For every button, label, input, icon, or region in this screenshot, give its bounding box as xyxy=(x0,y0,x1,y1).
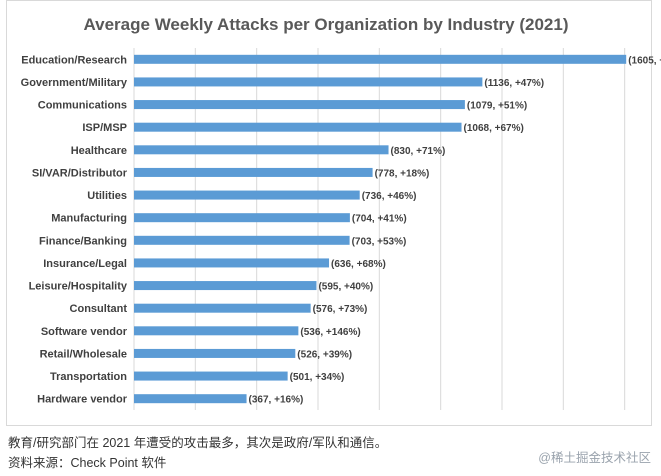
category-label: Healthcare xyxy=(71,145,127,157)
bar xyxy=(134,213,350,223)
bar-chart: Average Weekly Attacks per Organization … xyxy=(21,15,661,410)
data-label: (1136, +47%) xyxy=(484,78,544,89)
category-label: Utilities xyxy=(87,190,127,202)
category-label: Communications xyxy=(38,100,127,112)
bar xyxy=(134,54,627,64)
data-label: (703, +53%) xyxy=(352,236,407,247)
data-label: (704, +41%) xyxy=(352,214,407,225)
bar xyxy=(134,122,462,132)
chart-frame xyxy=(6,0,652,426)
category-label: Education/Research xyxy=(21,54,127,66)
bar xyxy=(134,258,330,268)
category-label: Software vendor xyxy=(41,326,128,338)
bars: Education/Research (1605, +75%) Government… xyxy=(21,54,661,405)
chart-title: Average Weekly Attacks per Organization … xyxy=(84,15,569,34)
bar xyxy=(134,145,389,155)
data-label: (576, +73%) xyxy=(313,304,368,315)
data-label: (595, +40%) xyxy=(318,282,373,293)
bar xyxy=(134,77,483,87)
category-label: Manufacturing xyxy=(51,213,127,225)
caption-source: 资料来源：Check Point 软件 xyxy=(8,456,167,470)
bar xyxy=(134,281,317,291)
category-label: Leisure/Hospitality xyxy=(29,281,128,293)
bar xyxy=(134,303,311,313)
category-label: Consultant xyxy=(70,303,128,315)
bar xyxy=(134,371,288,381)
bar xyxy=(134,190,360,200)
category-label: SI/VAR/Distributor xyxy=(32,167,128,179)
bar xyxy=(134,235,350,245)
data-label: (778, +18%) xyxy=(375,168,430,179)
data-label: (526, +39%) xyxy=(297,349,352,360)
category-label: Transportation xyxy=(50,371,127,383)
category-label: Hardware vendor xyxy=(37,394,128,406)
data-label: (367, +16%) xyxy=(249,395,304,406)
data-label: (1079, +51%) xyxy=(467,101,527,112)
bar xyxy=(134,348,296,358)
data-label: (830, +71%) xyxy=(391,146,446,157)
caption-line-1: 教育/研究部门在 2021 年遭受的攻击最多，其次是政府/军队和通信。 xyxy=(8,436,388,450)
data-label: (1605, +75%) xyxy=(628,55,661,66)
bar xyxy=(134,100,465,110)
category-label: Retail/Wholesale xyxy=(40,348,127,360)
data-label: (536, +146%) xyxy=(300,327,360,338)
watermark: @稀土掘金技术社区 xyxy=(538,451,651,465)
bar xyxy=(134,167,373,177)
data-label: (736, +46%) xyxy=(362,191,417,202)
category-label: ISP/MSP xyxy=(82,122,127,134)
data-label: (1068, +67%) xyxy=(464,123,524,134)
category-label: Insurance/Legal xyxy=(43,258,127,270)
category-label: Finance/Banking xyxy=(39,235,127,247)
bar xyxy=(134,326,299,336)
data-label: (636, +68%) xyxy=(331,259,386,270)
bar xyxy=(134,394,247,404)
data-label: (501, +34%) xyxy=(290,372,345,383)
category-label: Government/Military xyxy=(21,77,128,89)
